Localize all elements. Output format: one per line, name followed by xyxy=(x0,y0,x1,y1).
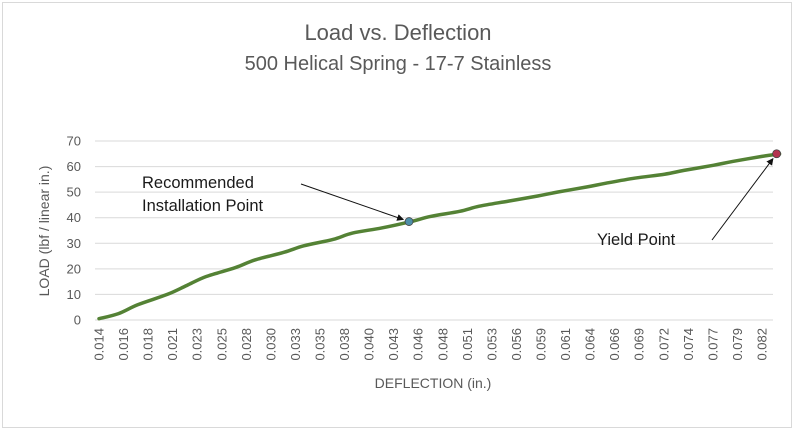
x-tick-label: 0.082 xyxy=(755,328,770,361)
x-tick-label: 0.025 xyxy=(214,328,229,361)
gridlines xyxy=(95,140,773,321)
x-tick-label: 0.074 xyxy=(681,328,696,361)
annotation-marker xyxy=(404,217,414,226)
annotation-label: Yield Point xyxy=(597,231,676,249)
y-tick-label: 0 xyxy=(74,313,81,328)
x-tick-label: 0.079 xyxy=(730,328,745,361)
x-tick-label: 0.030 xyxy=(263,328,278,361)
x-tick-label: 0.077 xyxy=(705,328,720,361)
x-tick-label: 0.059 xyxy=(534,328,549,361)
chart-title: Load vs. Deflection xyxy=(304,20,491,45)
annotation-arrow xyxy=(711,158,774,241)
x-tick-label: 0.040 xyxy=(362,328,377,361)
x-tick-label: 0.038 xyxy=(337,328,352,361)
y-tick-label: 60 xyxy=(67,159,81,174)
x-tick-label: 0.069 xyxy=(632,328,647,361)
series-line xyxy=(97,152,782,321)
y-tick-label: 20 xyxy=(67,261,81,276)
y-tick-label: 10 xyxy=(67,287,81,302)
load-deflection-chart: Load vs. Deflection 500 Helical Spring -… xyxy=(36,20,782,391)
y-tick-label: 30 xyxy=(67,236,81,251)
x-tick-label: 0.064 xyxy=(583,328,598,361)
y-tick-label: 70 xyxy=(67,134,81,149)
series-group xyxy=(97,152,782,321)
y-tick-label: 50 xyxy=(67,185,81,200)
x-tick-label: 0.048 xyxy=(435,328,450,361)
x-axis-label: DEFLECTION (in.) xyxy=(375,375,492,391)
x-tick-label: 0.072 xyxy=(656,328,671,361)
x-tick-label: 0.046 xyxy=(411,328,426,361)
annotation-label: Installation Point xyxy=(142,197,263,215)
x-tick-label: 0.016 xyxy=(116,328,131,361)
x-tick-label: 0.021 xyxy=(165,328,180,361)
x-tick-label: 0.014 xyxy=(92,328,107,361)
x-tick-label: 0.051 xyxy=(460,328,475,361)
annotation-arrow xyxy=(300,183,405,221)
x-axis-ticks: 0.014 0.016 0.018 0.021 0.023 0.025 0.028 0.030… xyxy=(92,328,770,361)
x-tick-label: 0.066 xyxy=(607,328,622,361)
x-tick-label: 0.056 xyxy=(509,328,524,361)
x-tick-label: 0.028 xyxy=(239,328,254,361)
y-axis-ticks: 0 10 20 30 40 50 60 70 xyxy=(67,134,81,328)
chart-frame: Load vs. Deflection 500 Helical Spring -… xyxy=(2,2,792,428)
x-tick-label: 0.043 xyxy=(386,328,401,361)
x-tick-label: 0.061 xyxy=(558,328,573,361)
annotation-label: Recommended xyxy=(142,174,254,192)
x-tick-label: 0.053 xyxy=(484,328,499,361)
y-tick-label: 40 xyxy=(67,210,81,225)
y-axis-label: LOAD (lbf / linear in.) xyxy=(36,166,52,297)
chart-subtitle: 500 Helical Spring - 17-7 Stainless xyxy=(245,53,552,75)
x-tick-label: 0.023 xyxy=(190,328,205,361)
x-tick-label: 0.033 xyxy=(288,328,303,361)
annotations: Recommended Installation Point Yield Point xyxy=(142,149,782,249)
x-tick-label: 0.035 xyxy=(313,328,328,361)
x-tick-label: 0.018 xyxy=(141,328,156,361)
annotation-marker xyxy=(772,149,782,159)
